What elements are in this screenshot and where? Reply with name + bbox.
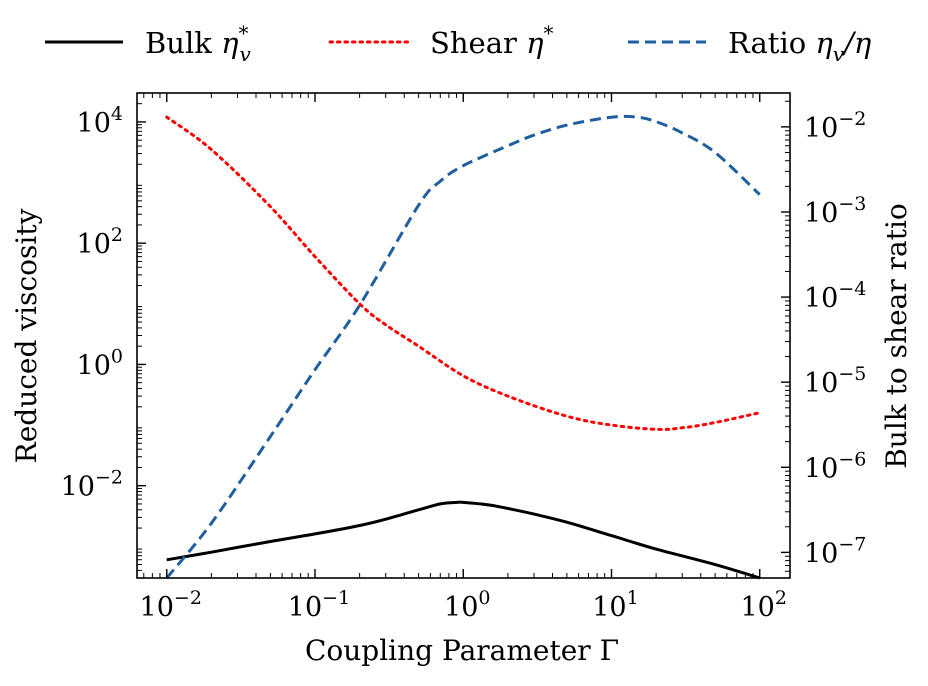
y-left-tick-label: 102 (77, 224, 123, 260)
legend-entry-shear: Shear η* (328, 21, 553, 60)
x-tick-label: 10−2 (140, 587, 202, 623)
legend-entry-bulk: Bulk η* v (45, 21, 251, 66)
series-line-ratio (165, 114, 761, 579)
y-right-tick-label: 10−4 (804, 278, 866, 314)
y-right-tick-label: 10−6 (804, 448, 866, 484)
plot-area (165, 114, 762, 580)
legend-entry-ratio: Ratio ηv/η (628, 26, 872, 66)
y-right-tick-label: 10−5 (804, 363, 866, 399)
x-tick-label: 102 (741, 587, 787, 623)
x-tick-label: 100 (444, 587, 490, 623)
legend-label: Bulk η* v (145, 21, 251, 66)
legend: Bulk η* v Shear η* Ratio ηv/η (45, 21, 872, 66)
y-left-tick-label: 104 (77, 103, 123, 139)
legend-label: Shear η* (430, 21, 553, 60)
y-axis-right-label: Bulk to shear ratio (880, 203, 913, 469)
x-tick-label: 10−1 (288, 587, 350, 623)
y-right-tick-label: 10−3 (804, 193, 866, 229)
series-line-bulk (166, 500, 761, 580)
x-axis-label: Coupling Parameter Γ (305, 634, 619, 667)
y-axis-left-label: Reduced viscosity (10, 208, 43, 463)
y-right-tick-label: 10−2 (804, 108, 866, 144)
legend-label: Ratio ηv/η (728, 26, 872, 66)
y-right-tick-label: 10−7 (804, 533, 866, 569)
y-left-tick-label: 100 (77, 345, 123, 381)
y-left-tick-label: 10−2 (61, 467, 123, 503)
series-line-shear (165, 115, 762, 431)
axes: 10−2 10−1 100 101 102 104 102 100 10−2 10−2 10−3 10… (61, 92, 866, 623)
x-tick-label: 101 (592, 587, 638, 623)
